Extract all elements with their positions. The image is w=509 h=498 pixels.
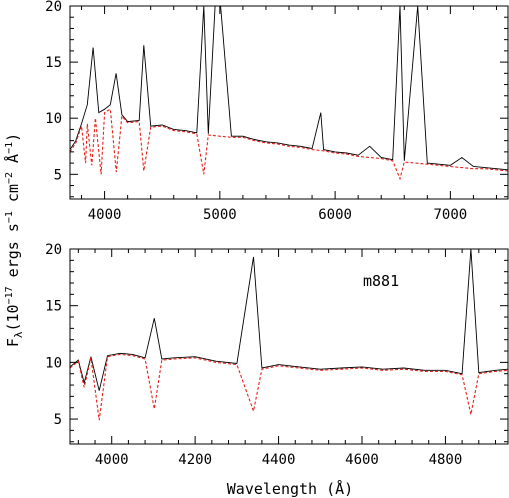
object-id-label: m881 (363, 272, 399, 290)
y-axis-label: Fλ(10−17 ergs s−1 cm−2 Å−1) (3, 133, 25, 347)
bottom-x-tick-label: 4600 (345, 452, 379, 468)
top-plot-frame (69, 5, 509, 200)
y-label-part-4: Å (3, 154, 22, 172)
bottom-y-tick-label: 15 (45, 299, 62, 315)
bottom-y-tick-label: 20 (45, 242, 62, 258)
y-label-part-3: cm (4, 184, 22, 211)
top-y-tick-label: 20 (45, 0, 62, 15)
y-label-part-2: ergs s (4, 223, 22, 286)
top-model-spectrum-line (70, 108, 508, 181)
x-axis-label: Wavelength (Å) (227, 479, 353, 498)
top-x-tick-label: 6000 (318, 207, 352, 223)
y-label-exponent-3: −2 (4, 172, 15, 184)
y-label-flux-symbol: F (4, 338, 22, 347)
bottom-plot-frame (69, 248, 509, 445)
top-x-tick-label: 7000 (434, 207, 468, 223)
top-spectrum-panel: 4000 5000 6000 7000 5 10 15 20 (45, 0, 509, 223)
bottom-spectrum-panel: 4000 4200 4400 4600 4800 5 10 15 20 m881 (45, 242, 509, 468)
y-label-part-5: ) (4, 133, 22, 142)
bottom-x-tick-label: 4200 (178, 452, 212, 468)
bottom-observed-spectrum-line (70, 249, 508, 391)
top-y-tick-label: 15 (45, 55, 62, 71)
top-observed-spectrum-line (70, 6, 508, 171)
top-y-tick-label: 5 (54, 167, 62, 183)
bottom-model-spectrum-line (70, 353, 508, 421)
bottom-x-tick-label: 4000 (95, 452, 129, 468)
bottom-x-tick-label: 4800 (429, 452, 463, 468)
bottom-y-tick-label: 5 (54, 412, 62, 428)
top-x-tick-label: 4000 (88, 207, 122, 223)
y-label-exponent-1: −17 (4, 286, 15, 304)
bottom-x-tick-label: 4400 (262, 452, 296, 468)
y-label-exponent-4: −1 (4, 142, 15, 154)
y-label-exponent-2: −1 (4, 211, 15, 223)
top-y-tick-label: 10 (45, 111, 62, 127)
y-label-lambda-subscript: λ (12, 331, 25, 338)
y-label-part-1: (10 (4, 304, 22, 331)
top-x-tick-label: 5000 (203, 207, 237, 223)
bottom-y-tick-label: 10 (45, 355, 62, 371)
